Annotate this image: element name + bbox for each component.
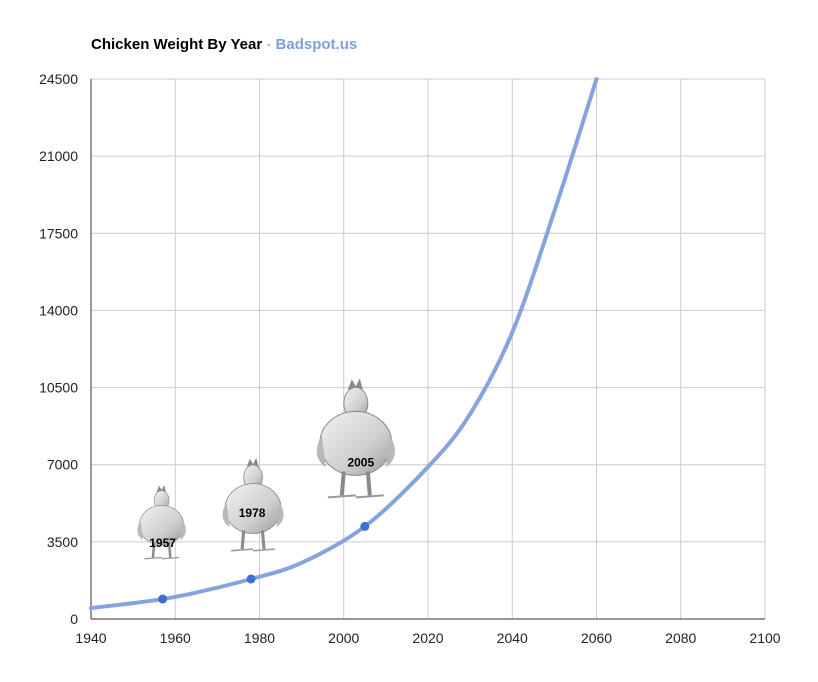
y-tick-label: 0 [70,611,78,627]
x-tick-label: 2000 [328,630,359,646]
x-tick-label: 1960 [160,630,191,646]
chicken-icon [316,378,395,499]
x-tick-label: 2020 [412,630,443,646]
data-point-2005 [360,521,370,531]
x-tick-label: 2080 [665,630,696,646]
grid [90,78,766,620]
chicken-icon [222,457,284,552]
title-text: Chicken Weight By Year [91,36,263,53]
x-tick-label: 1980 [244,630,275,646]
chart-title: Chicken Weight By Year - Badspot.us [91,36,357,53]
y-tick-label: 17500 [39,225,78,241]
y-tick-label: 7000 [47,457,78,473]
chicken-illustrations [137,378,395,560]
title-separator: - [266,36,272,53]
point-label-1978: 1978 [239,506,266,520]
y-tick-label: 3500 [47,534,78,550]
axes [90,79,765,620]
x-tick-label: 2060 [581,630,612,646]
x-tick-label: 2100 [749,630,780,646]
data-point-1957 [158,594,168,604]
x-tick-label: 2040 [497,630,528,646]
data-points [158,521,370,604]
y-tick-label: 21000 [39,148,78,164]
chart-subtitle: Badspot.us [275,36,358,53]
point-label-1957: 1957 [149,536,176,550]
x-tick-labels: 1940 1960 1980 2000 2020 2040 2060 2080 2100 [75,630,780,646]
chicken-icon [137,484,186,560]
y-tick-label: 24500 [39,71,78,87]
data-point-1978 [246,574,256,584]
y-tick-label: 10500 [39,380,78,396]
point-labels: 1957 1978 2005 [149,455,374,550]
point-label-2005: 2005 [347,455,374,469]
y-tick-label: 14000 [39,302,78,318]
y-tick-labels: 0 3500 7000 10500 14000 17500 21000 24500 [39,71,78,627]
x-tick-label: 1940 [75,630,106,646]
